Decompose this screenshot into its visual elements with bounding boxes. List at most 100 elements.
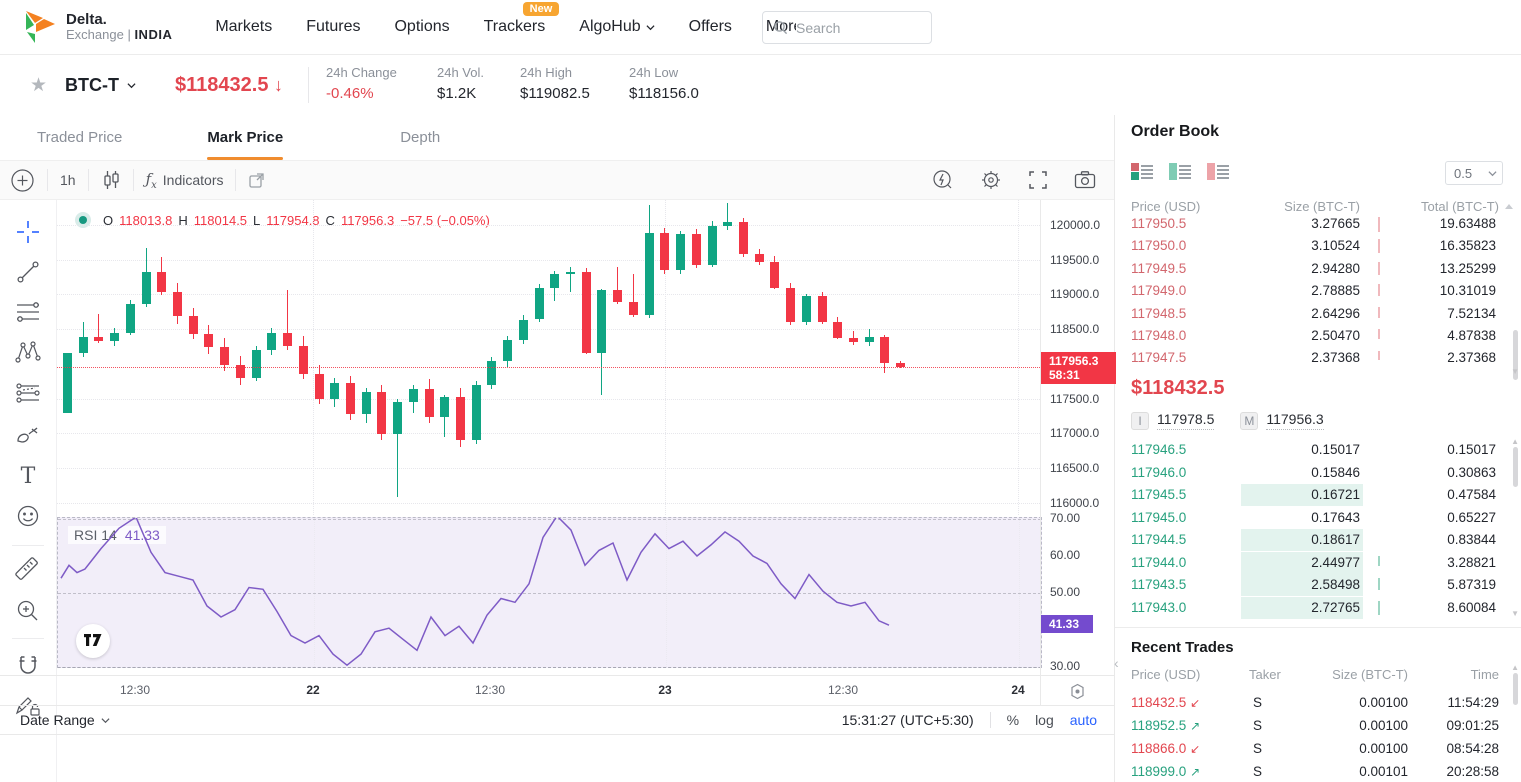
lock-drawings-icon[interactable] <box>13 691 43 721</box>
bid-row[interactable]: 117943.5 2.58498 5.87319 <box>1115 574 1521 596</box>
ask-row[interactable]: 117949.5 2.94280 13.25299 <box>1115 258 1521 280</box>
trade-up-arrow-icon: ↗ <box>1190 719 1201 733</box>
timezone-settings-icon[interactable] <box>1069 683 1086 700</box>
symbol-selector[interactable]: BTC-T <box>65 75 136 96</box>
tab-traded-price[interactable]: Traded Price <box>37 129 123 146</box>
view-asks-only-icon[interactable] <box>1207 163 1229 180</box>
rsi-line <box>60 518 890 667</box>
date-range-button[interactable]: Date Range <box>20 712 110 728</box>
nav-item-algohub[interactable]: AlgoHub <box>579 18 655 36</box>
percent-scale-button[interactable]: % <box>1006 712 1020 728</box>
scroll-down-icon[interactable]: ▼ <box>1511 367 1519 376</box>
bid-row[interactable]: 117946.5 0.15017 0.15017 <box>1115 439 1521 461</box>
crosshair-icon[interactable] <box>13 217 43 247</box>
bid-row[interactable]: 117943.0 2.72765 8.60084 <box>1115 596 1521 619</box>
xabcd-pattern-icon[interactable] <box>13 337 43 367</box>
search-input[interactable] <box>796 19 906 36</box>
asks-scrollbar[interactable] <box>1513 330 1518 380</box>
ask-total: 19.63488 <box>1439 216 1496 231</box>
candle-wick <box>632 274 634 317</box>
indicators-button[interactable]: ƒx Indicators <box>145 169 224 191</box>
precision-select[interactable]: 0.5 <box>1445 161 1503 185</box>
nav-item-offers[interactable]: Offers <box>689 18 732 36</box>
nav-item-trackers[interactable]: Trackers New <box>484 2 560 36</box>
chart-body: T <box>0 200 1116 782</box>
settings-gear-icon[interactable] <box>980 169 1002 191</box>
index-price[interactable]: I 117978.5 <box>1131 411 1215 430</box>
nav-item-futures[interactable]: Futures <box>306 18 360 36</box>
search-box[interactable] <box>762 11 932 44</box>
emoji-tool-icon[interactable] <box>13 501 43 531</box>
ask-total: 10.31019 <box>1439 283 1496 299</box>
ask-row[interactable]: 117950.0 3.10524 16.35823 <box>1115 235 1521 257</box>
scroll-up-icon[interactable]: ▲ <box>1511 437 1519 446</box>
chart-type-button[interactable] <box>89 169 133 191</box>
long-position-icon[interactable] <box>13 377 43 407</box>
tab-depth[interactable]: Depth <box>400 129 441 146</box>
brush-icon[interactable] <box>13 419 43 449</box>
trade-down-arrow-icon: ↙ <box>1190 696 1201 710</box>
tradingview-logo[interactable] <box>76 624 110 658</box>
rsi-indicator-pane[interactable]: RSI 14 41.33 <box>57 517 1042 668</box>
symbol-label: BTC-T <box>65 74 120 95</box>
ohlc-close: 117956.3 <box>340 212 395 228</box>
bid-row[interactable]: 117944.0 2.44977 3.28821 <box>1115 551 1521 574</box>
tab-mark-price[interactable]: Mark Price <box>207 115 283 160</box>
favorite-star-icon[interactable]: ★ <box>30 74 48 96</box>
nav-item-label: AlgoHub <box>579 18 641 35</box>
flash-icon[interactable] <box>932 169 954 191</box>
nav-item-options[interactable]: Options <box>394 18 449 36</box>
scroll-down-icon[interactable]: ▼ <box>1511 609 1519 618</box>
add-compare-button[interactable] <box>0 168 47 193</box>
ask-row[interactable]: 117948.0 2.50470 4.87838 <box>1115 325 1521 347</box>
interval-button[interactable]: 1h <box>60 172 76 188</box>
zoom-in-icon[interactable] <box>13 596 43 626</box>
candle-body <box>723 222 733 226</box>
measure-ruler-icon[interactable] <box>13 555 43 585</box>
price-axis[interactable]: 120000.0 119500.0 119000.0 118500.0 117500.0… <box>1040 200 1116 675</box>
bid-row[interactable]: 117945.5 0.16721 0.47584 <box>1115 484 1521 506</box>
bid-row[interactable]: 117946.0 0.15846 0.30863 <box>1115 462 1521 484</box>
logo-subtitle: Exchange <box>66 27 124 42</box>
scroll-up-icon[interactable]: ▲ <box>1511 663 1519 672</box>
fullscreen-icon[interactable] <box>1028 170 1048 190</box>
collapse-panel-handle[interactable]: ‹ <box>1114 655 1119 671</box>
open-popout-button[interactable] <box>236 172 277 189</box>
rsi-value: 41.33 <box>124 527 160 543</box>
candlestick-chart-pane[interactable]: O 118013.8 H 118014.5 L 117954.8 C 117956.3 … <box>57 200 1040 515</box>
series-marker-icon[interactable] <box>75 212 91 228</box>
ask-row[interactable]: 117947.5 2.37368 2.37368 <box>1115 347 1521 369</box>
fib-retracement-icon[interactable] <box>13 297 43 327</box>
current-price-tag: 117956.3 58:31 <box>1041 352 1116 385</box>
sort-asc-icon[interactable] <box>1505 204 1513 209</box>
view-bids-only-icon[interactable] <box>1169 163 1191 180</box>
trades-scrollbar[interactable] <box>1513 673 1518 705</box>
candle-body <box>676 234 686 271</box>
text-tool-icon[interactable]: T <box>20 463 36 489</box>
trade-row[interactable]: 118866.0 ↙ S 0.00100 08:54:28 <box>1115 737 1521 760</box>
trade-row[interactable]: 118432.5 ↙ S 0.00100 11:54:29 <box>1115 691 1521 714</box>
trade-row[interactable]: 118999.0 ↗ S 0.00101 20:28:58 <box>1115 760 1521 782</box>
ask-row[interactable]: 117950.5 3.27665 19.63488 <box>1115 213 1521 235</box>
order-book-view-toggles <box>1131 163 1229 180</box>
time-axis[interactable]: 12:30 22 12:30 23 12:30 24 <box>0 675 1115 705</box>
bid-row[interactable]: 117945.0 0.17643 0.65227 <box>1115 507 1521 529</box>
view-both-sides-icon[interactable] <box>1131 163 1153 180</box>
camera-icon[interactable] <box>1074 170 1096 190</box>
divider <box>12 545 44 546</box>
trade-row[interactable]: 118952.5 ↗ S 0.00100 09:01:25 <box>1115 714 1521 737</box>
bid-row[interactable]: 117944.5 0.18617 0.83844 <box>1115 529 1521 551</box>
delta-exchange-logo[interactable]: Delta. Exchange | INDIA <box>22 10 172 44</box>
ask-row[interactable]: 117949.0 2.78885 10.31019 <box>1115 280 1521 302</box>
trend-line-icon[interactable] <box>13 257 43 287</box>
nav-item-markets[interactable]: Markets <box>215 18 272 36</box>
top-navbar: Delta. Exchange | INDIA Markets Futures Op… <box>0 0 1521 55</box>
ask-row[interactable]: 117948.5 2.64296 7.52134 <box>1115 303 1521 325</box>
time-axis-label: 24 <box>1011 683 1025 697</box>
bids-scrollbar[interactable] <box>1513 447 1518 487</box>
auto-scale-button[interactable]: auto <box>1069 712 1097 728</box>
log-scale-button[interactable]: log <box>1035 712 1054 728</box>
magnet-icon[interactable] <box>13 650 43 680</box>
search-icon <box>774 21 788 35</box>
mark-price[interactable]: M 117956.3 <box>1240 411 1324 430</box>
